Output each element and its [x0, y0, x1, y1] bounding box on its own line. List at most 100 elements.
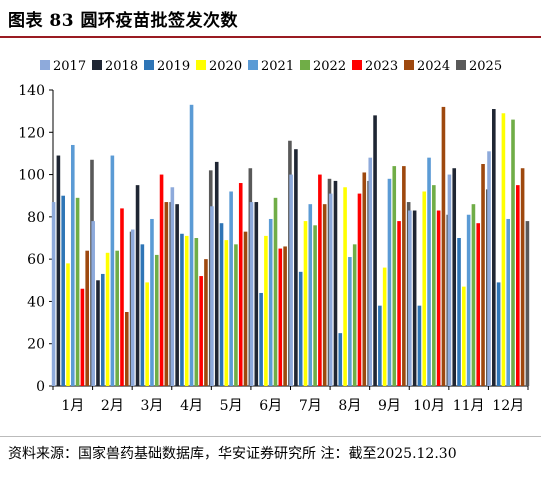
bar-2024-11月	[481, 164, 485, 386]
bar-2022-5月	[234, 244, 238, 386]
legend-label-2023: 2023	[365, 59, 398, 74]
bar-2017-2月	[91, 221, 95, 386]
x-tick-label: 10月	[413, 398, 445, 414]
bar-2022-9月	[392, 166, 397, 386]
x-tick-label: 11月	[453, 398, 485, 414]
bar-2023-7月	[318, 174, 322, 386]
bar-2022-4月	[194, 238, 199, 386]
bar-2019-9月	[378, 305, 382, 386]
y-tick-label: 0	[36, 379, 45, 395]
bar-2023-4月	[199, 276, 203, 386]
bar-2024-10月	[441, 106, 446, 386]
bar-2017-10月	[408, 210, 412, 386]
y-tick-label: 100	[18, 168, 45, 184]
bar-2020-8月	[343, 187, 347, 386]
x-tick-label: 8月	[338, 398, 361, 414]
bar-2018-7月	[294, 149, 298, 386]
bar-2024-2月	[124, 312, 129, 386]
legend-swatch-2023	[352, 60, 362, 70]
bar-2019-1月	[61, 195, 65, 386]
bar-2018-1月	[56, 155, 61, 386]
bar-2023-3月	[159, 174, 164, 386]
legend-swatch-2024	[404, 60, 414, 70]
bar-chart: 2017 2018 2019 2020 2021 2022 2023 2024 2025 0 20…	[18, 59, 530, 414]
bar-2022-10月	[432, 185, 436, 386]
bar-2024-9月	[402, 166, 406, 386]
bar-2017-8月	[328, 193, 333, 386]
bar-2019-7月	[298, 271, 303, 386]
bar-2023-10月	[436, 210, 441, 386]
bar-2024-1月	[85, 250, 89, 386]
bar-2023-2月	[120, 208, 124, 386]
bar-2022-7月	[313, 225, 317, 386]
bar-2024-4月	[204, 259, 208, 386]
bar-2024-12月	[520, 168, 525, 386]
x-tick-label: 5月	[220, 398, 243, 414]
x-tick-label: 4月	[180, 398, 203, 414]
title-divider	[0, 36, 541, 38]
bar-2021-8月	[348, 257, 352, 386]
bar-2020-9月	[382, 267, 387, 386]
chart-axes: 0 20 40 60 80 100 120 140 1月 2月 3月 4月 5月 6月 7月 8月 9月 10月 1…	[18, 83, 529, 414]
bar-2023-11月	[476, 223, 481, 386]
bar-2021-4月	[189, 104, 194, 387]
y-tick-label: 120	[18, 125, 45, 141]
figure-title: 图表 83 圆环疫苗批签发次数	[8, 11, 238, 31]
bar-2018-12月	[492, 109, 496, 386]
bar-2020-3月	[145, 282, 149, 386]
x-tick-label: 9月	[378, 398, 401, 414]
bar-2022-8月	[352, 244, 357, 386]
bar-2021-10月	[427, 157, 431, 386]
bar-2019-2月	[100, 273, 105, 386]
bar-2017-3月	[130, 229, 135, 386]
x-tick-label: 1月	[61, 398, 84, 414]
bar-2023-12月	[516, 185, 520, 386]
bar-2022-3月	[154, 254, 159, 386]
bar-2018-10月	[412, 210, 417, 386]
bar-2021-5月	[229, 191, 233, 386]
bar-2018-6月	[254, 202, 259, 386]
bar-2020-6月	[264, 235, 268, 386]
bar-2021-1月	[70, 144, 75, 386]
bar-2023-6月	[278, 248, 283, 386]
bar-2017-5月	[210, 206, 214, 386]
legend-swatch-2017	[40, 60, 50, 70]
bar-2017-7月	[289, 174, 293, 386]
bar-2022-2月	[115, 250, 119, 386]
legend-swatch-2025	[456, 60, 466, 70]
chart-bars	[51, 104, 530, 387]
bar-2017-9月	[368, 157, 373, 386]
bar-2017-4月	[170, 187, 175, 386]
legend-swatch-2022	[300, 60, 310, 70]
x-tick-label: 3月	[140, 398, 163, 414]
bar-2018-8月	[333, 180, 338, 386]
bar-2019-10月	[417, 305, 422, 386]
bar-2022-1月	[75, 197, 80, 386]
bar-2023-1月	[80, 288, 85, 386]
bar-2019-8月	[338, 333, 343, 386]
bar-2025-12月	[525, 221, 530, 386]
bar-2022-6月	[273, 197, 278, 386]
bar-2021-2月	[110, 155, 115, 386]
legend-label-2018: 2018	[105, 59, 138, 74]
bar-2021-7月	[308, 204, 313, 386]
bar-2023-5月	[238, 183, 243, 386]
bar-2018-3月	[135, 185, 140, 386]
x-tick-label: 12月	[492, 398, 524, 414]
bar-2021-3月	[150, 218, 154, 386]
bar-2017-1月	[51, 202, 56, 386]
bar-2018-5月	[214, 161, 219, 386]
source-divider	[0, 436, 541, 437]
y-tick-label: 40	[27, 294, 45, 310]
bar-2022-11月	[471, 204, 476, 386]
legend-swatch-2019	[144, 60, 154, 70]
bar-2021-9月	[387, 178, 392, 386]
x-tick-label: 2月	[101, 398, 124, 414]
legend-swatch-2018	[92, 60, 102, 70]
legend-label-2025: 2025	[469, 59, 502, 74]
bar-2020-1月	[66, 263, 70, 386]
bar-2018-4月	[175, 204, 179, 386]
x-tick-label: 6月	[259, 398, 282, 414]
legend-label-2022: 2022	[313, 59, 346, 74]
bar-2020-2月	[105, 252, 110, 386]
